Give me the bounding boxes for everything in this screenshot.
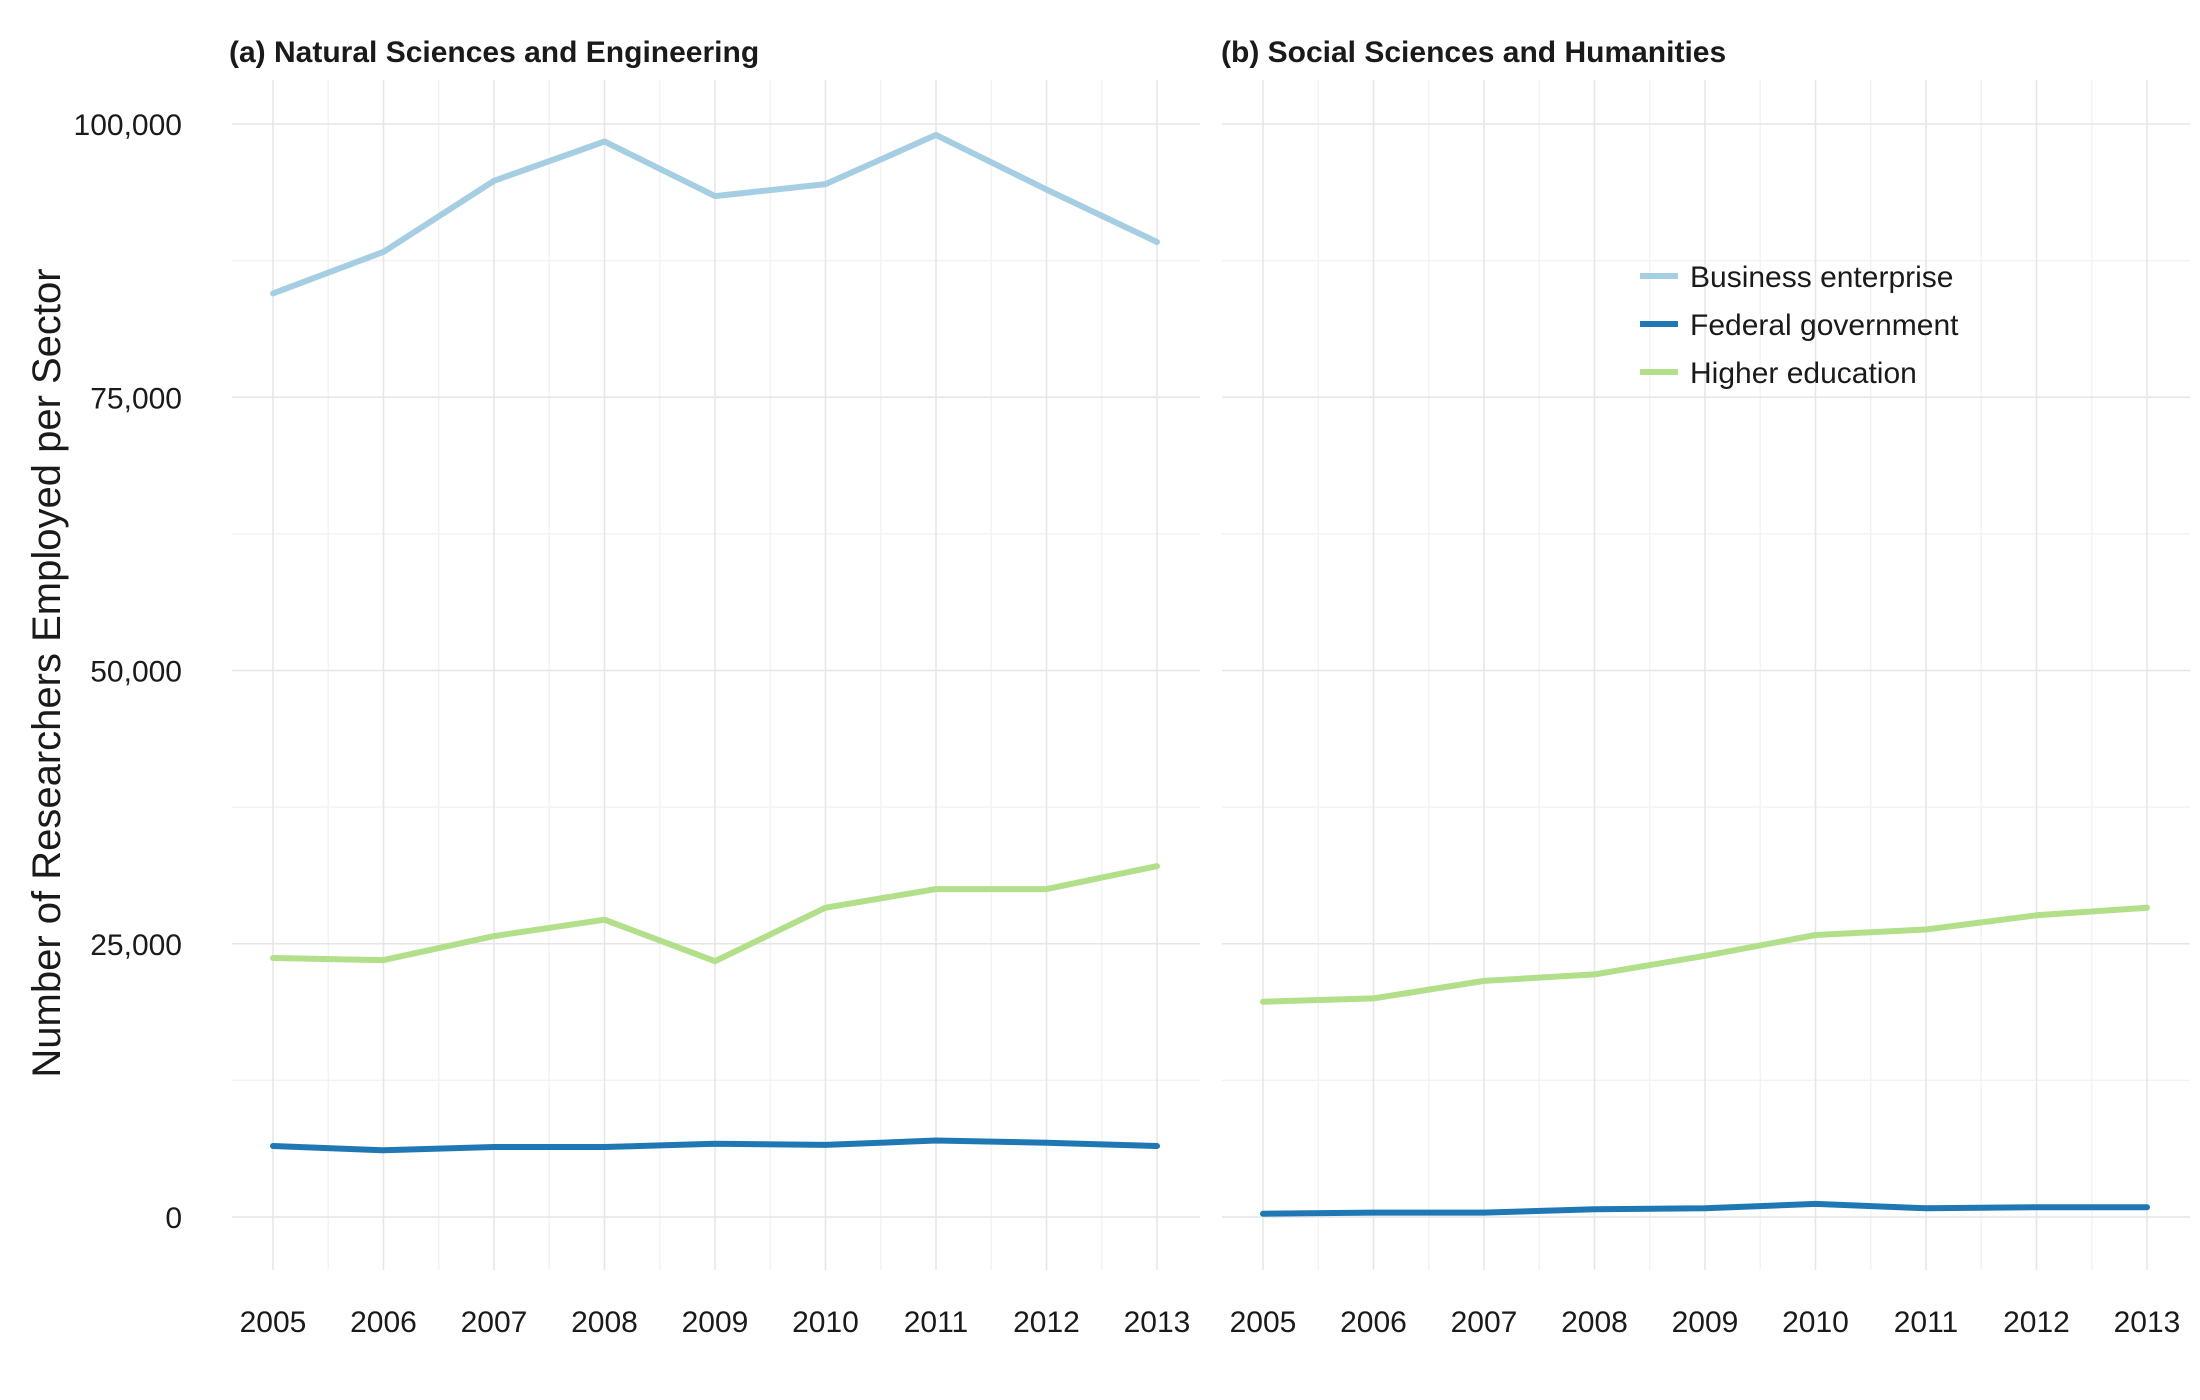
x-tick-label: 2010	[1782, 1306, 1849, 1339]
y-axis-title: Number of Researchers Employed per Secto…	[25, 268, 69, 1077]
legend-label-business-enterprise: Business enterprise	[1690, 261, 1953, 294]
axis-layer: 2005 2006 2007 2008 2009 2010 2011 2012 2013 2005…	[74, 109, 2181, 1339]
x-tick-label: 2008	[571, 1306, 638, 1339]
series-line-federal-government-panel-b	[1260, 1200, 2150, 1217]
y-tick-label: 25,000	[90, 929, 182, 962]
panel-title-b: (b) Social Sciences and Humanities	[1221, 36, 1726, 69]
series-line-higher-education-panel-b	[1260, 904, 2150, 1005]
y-tick-label: 75,000	[90, 382, 182, 415]
x-tick-label: 2007	[461, 1306, 528, 1339]
x-tick-label: 2008	[1561, 1306, 1628, 1339]
legend-label-federal-government: Federal government	[1690, 309, 1959, 342]
y-tick-label: 100,000	[74, 109, 182, 142]
x-tick-label: 2011	[904, 1306, 969, 1339]
series-line-business-enterprise-panel-a	[270, 131, 1160, 297]
legend-label-higher-education: Higher education	[1690, 357, 1917, 390]
x-tick-label: 2009	[682, 1306, 749, 1339]
series-line-federal-government-panel-a	[270, 1137, 1160, 1154]
x-tick-label: 2013	[1124, 1306, 1191, 1339]
x-tick-label: 2005	[1230, 1306, 1297, 1339]
series-line-higher-education-panel-a	[270, 863, 1160, 965]
y-tick-label: 50,000	[90, 656, 182, 689]
x-tick-label: 2009	[1672, 1306, 1739, 1339]
x-tick-label: 2011	[1894, 1306, 1959, 1339]
x-tick-label: 2012	[1013, 1306, 1080, 1339]
x-tick-label: 2007	[1451, 1306, 1518, 1339]
series-layer	[270, 131, 2150, 1217]
x-tick-label: 2006	[1340, 1306, 1407, 1339]
panel-title-a: (a) Natural Sciences and Engineering	[229, 36, 759, 69]
legend: Business enterprise Federal government H…	[1640, 261, 1959, 390]
x-tick-label: 2013	[2114, 1306, 2181, 1339]
grid-layer	[232, 80, 2190, 1270]
x-tick-label: 2005	[240, 1306, 307, 1339]
x-tick-label: 2006	[350, 1306, 417, 1339]
y-tick-label: 0	[165, 1202, 182, 1235]
x-tick-label: 2010	[792, 1306, 859, 1339]
x-tick-label: 2012	[2003, 1306, 2070, 1339]
